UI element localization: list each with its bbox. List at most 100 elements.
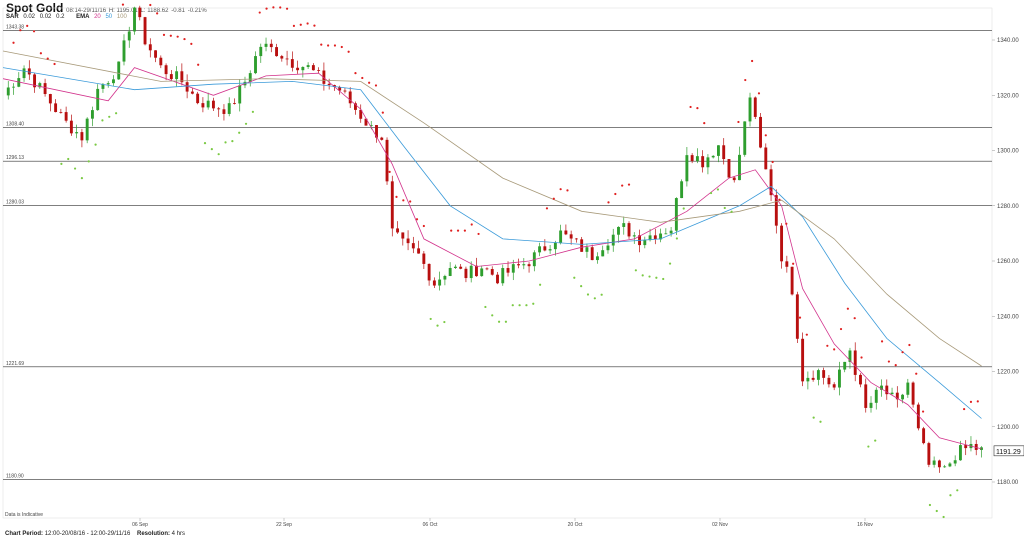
sar-dot — [737, 120, 740, 124]
sar-dot — [539, 283, 542, 286]
candle-body — [606, 245, 610, 251]
candle-body — [517, 264, 520, 266]
sar-dot — [162, 33, 166, 36]
candle-body — [48, 94, 52, 104]
candle-body — [233, 103, 236, 104]
candle-body — [695, 156, 699, 162]
sar-dot — [709, 191, 713, 195]
level-label: 1296.13 — [6, 155, 24, 161]
candle-body — [727, 159, 731, 178]
sar-dot — [730, 210, 733, 213]
candle-body — [711, 155, 715, 158]
candle-body — [922, 428, 926, 444]
sar-dot — [203, 142, 207, 145]
candle-body — [780, 225, 784, 262]
candle-body — [553, 242, 557, 250]
sar-dot — [156, 12, 159, 15]
sar-dot — [477, 232, 480, 236]
candle-body — [543, 246, 547, 251]
candle-body — [375, 125, 378, 138]
sar-dot — [258, 11, 261, 14]
candle-body — [301, 66, 305, 71]
sar-dot — [285, 7, 289, 10]
sar-dot — [928, 503, 932, 507]
sar-dot — [757, 92, 761, 95]
candle-body — [359, 109, 363, 119]
candle-body — [69, 120, 73, 134]
ema-line — [2, 50, 982, 367]
candle-body — [680, 181, 684, 199]
sar-dot — [73, 167, 77, 170]
candle-body — [127, 31, 131, 41]
sar-dot — [402, 199, 405, 202]
candle-body — [732, 177, 736, 181]
candle-body — [511, 264, 515, 273]
candle-body — [916, 404, 920, 429]
last-price-box — [993, 445, 1024, 457]
candle-body — [12, 86, 15, 88]
candle-body — [117, 61, 121, 80]
candle-body — [706, 157, 710, 168]
candle-body — [911, 382, 915, 405]
level-label: 1180.90 — [6, 474, 24, 480]
sar-dot — [689, 105, 692, 109]
sar-dot — [580, 285, 583, 288]
sar-dot — [87, 160, 90, 163]
candle-body — [306, 65, 310, 67]
sar-dot — [299, 23, 302, 26]
candle-body — [475, 265, 478, 277]
level-label: 1221.69 — [6, 361, 24, 367]
y-tick-label: 1180.00 — [997, 480, 1019, 486]
x-tick-label: 02 Nov — [712, 522, 728, 528]
candle-body — [501, 268, 505, 284]
sar-dot — [935, 509, 938, 513]
sar-dot — [792, 262, 795, 265]
candle-body — [64, 112, 68, 121]
sar-dot — [778, 198, 781, 201]
candle-body — [54, 103, 58, 113]
resolution-label: Resolution: — [136, 531, 170, 537]
candle-body — [801, 338, 805, 382]
candle-body — [827, 377, 831, 385]
candle-body — [180, 71, 184, 83]
candle-body — [895, 392, 899, 400]
sar-dot — [484, 305, 487, 309]
sar-label: SAR — [6, 14, 19, 20]
sar-dot — [805, 333, 808, 336]
candle-body — [769, 169, 773, 196]
candle-body — [269, 43, 273, 48]
candle-body — [632, 235, 636, 237]
sar-dot — [682, 207, 685, 210]
candle-body — [96, 88, 100, 111]
sar-dot — [327, 44, 330, 47]
candle-body — [396, 228, 399, 233]
sar-dot — [381, 111, 384, 114]
ema-label: EMA — [76, 14, 90, 20]
candle-body — [438, 279, 442, 286]
chart-period-value: 12:00-20/08/16 - 12:00-29/11/16 — [44, 531, 131, 537]
sar-dot — [894, 364, 897, 367]
candle-body — [311, 65, 315, 71]
candle-body — [222, 109, 226, 114]
candle-body — [385, 139, 389, 182]
candle-body — [290, 59, 294, 68]
candle-body — [564, 230, 568, 235]
sar-dot — [292, 24, 296, 28]
candle-body — [280, 56, 284, 59]
candle-body — [485, 268, 489, 270]
y-tick-label: 1320.00 — [997, 93, 1019, 99]
candle-body — [432, 280, 436, 286]
sar-dot — [532, 302, 535, 305]
sar-dot — [190, 42, 193, 45]
sar-dot — [265, 7, 268, 10]
candle-body — [238, 85, 242, 104]
chart-footer: Chart Period: 12:00-20/08/16 - 12:00-29/… — [5, 531, 185, 537]
sar-dot — [306, 22, 309, 25]
candle-body — [837, 369, 841, 388]
sar-dot — [80, 177, 84, 180]
sar-dot — [368, 81, 371, 84]
candle-body — [832, 384, 836, 388]
candle-body — [206, 100, 210, 108]
level-label: 1308.40 — [6, 121, 24, 127]
